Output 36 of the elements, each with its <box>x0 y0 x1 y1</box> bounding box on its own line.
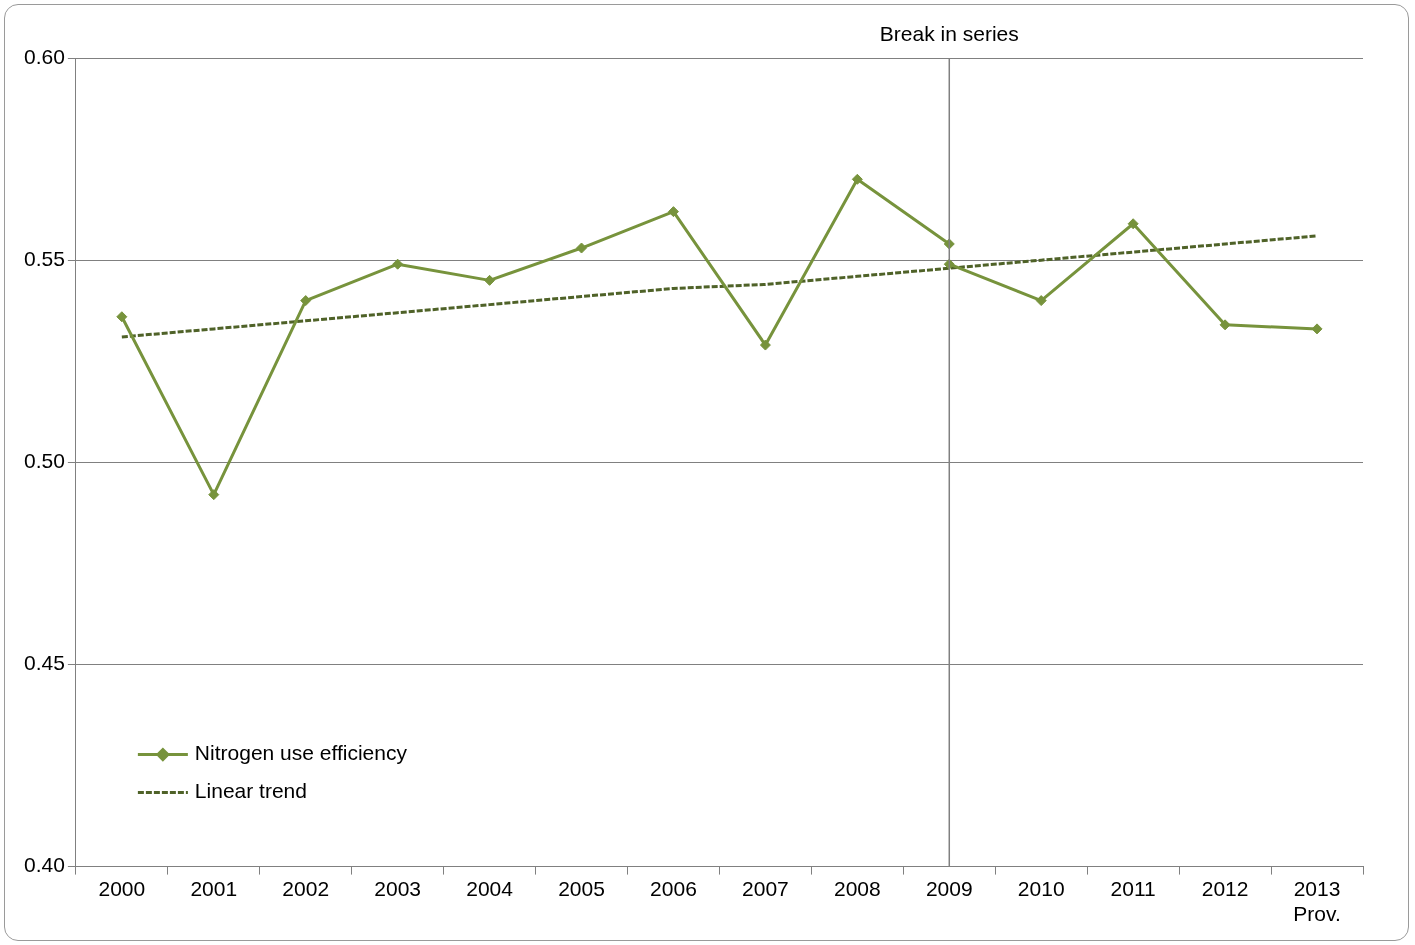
legend-label: Linear trend <box>194 779 307 803</box>
x-tick-label: 2004 <box>466 877 514 900</box>
legend-label: Nitrogen use efficiency <box>194 741 408 765</box>
y-tick-label: 0.40 <box>24 853 65 877</box>
point <box>1311 323 1323 335</box>
line-series <box>120 234 1319 339</box>
x-tick-label: 2002 <box>282 877 330 900</box>
x-tick-label: 2008 <box>833 877 881 900</box>
x-tick-label: 2006 <box>650 877 697 900</box>
y-tick-label: 0.45 <box>24 651 65 675</box>
point <box>116 311 128 323</box>
y-tick-label: 0.50 <box>24 449 65 473</box>
x-tick-label: 2013 Prov. <box>1293 877 1341 926</box>
point <box>759 339 771 351</box>
x-tick-label: 2005 <box>558 877 605 900</box>
ref-line-label: Break in series <box>879 22 1019 46</box>
x-tick-label: 2007 <box>742 877 789 900</box>
point <box>484 274 496 286</box>
point <box>300 295 312 307</box>
x-tick-label: 2000 <box>98 877 146 900</box>
x-tick-label: 2001 <box>190 877 238 900</box>
x-tick-label: 2010 <box>1017 877 1065 900</box>
point <box>667 206 679 218</box>
point <box>208 489 220 501</box>
point <box>576 242 588 254</box>
point <box>392 258 404 270</box>
point <box>851 173 863 185</box>
x-tick-label: 2009 <box>925 877 973 900</box>
point <box>1035 295 1047 307</box>
x-tick-label: 2011 <box>1110 877 1156 900</box>
x-tick-label: 2012 <box>1201 877 1249 900</box>
y-tick-label: 0.60 <box>24 44 65 68</box>
point <box>1127 218 1139 230</box>
point <box>1219 319 1231 331</box>
y-tick-label: 0.55 <box>24 246 65 270</box>
x-tick-label: 2003 <box>374 877 422 900</box>
